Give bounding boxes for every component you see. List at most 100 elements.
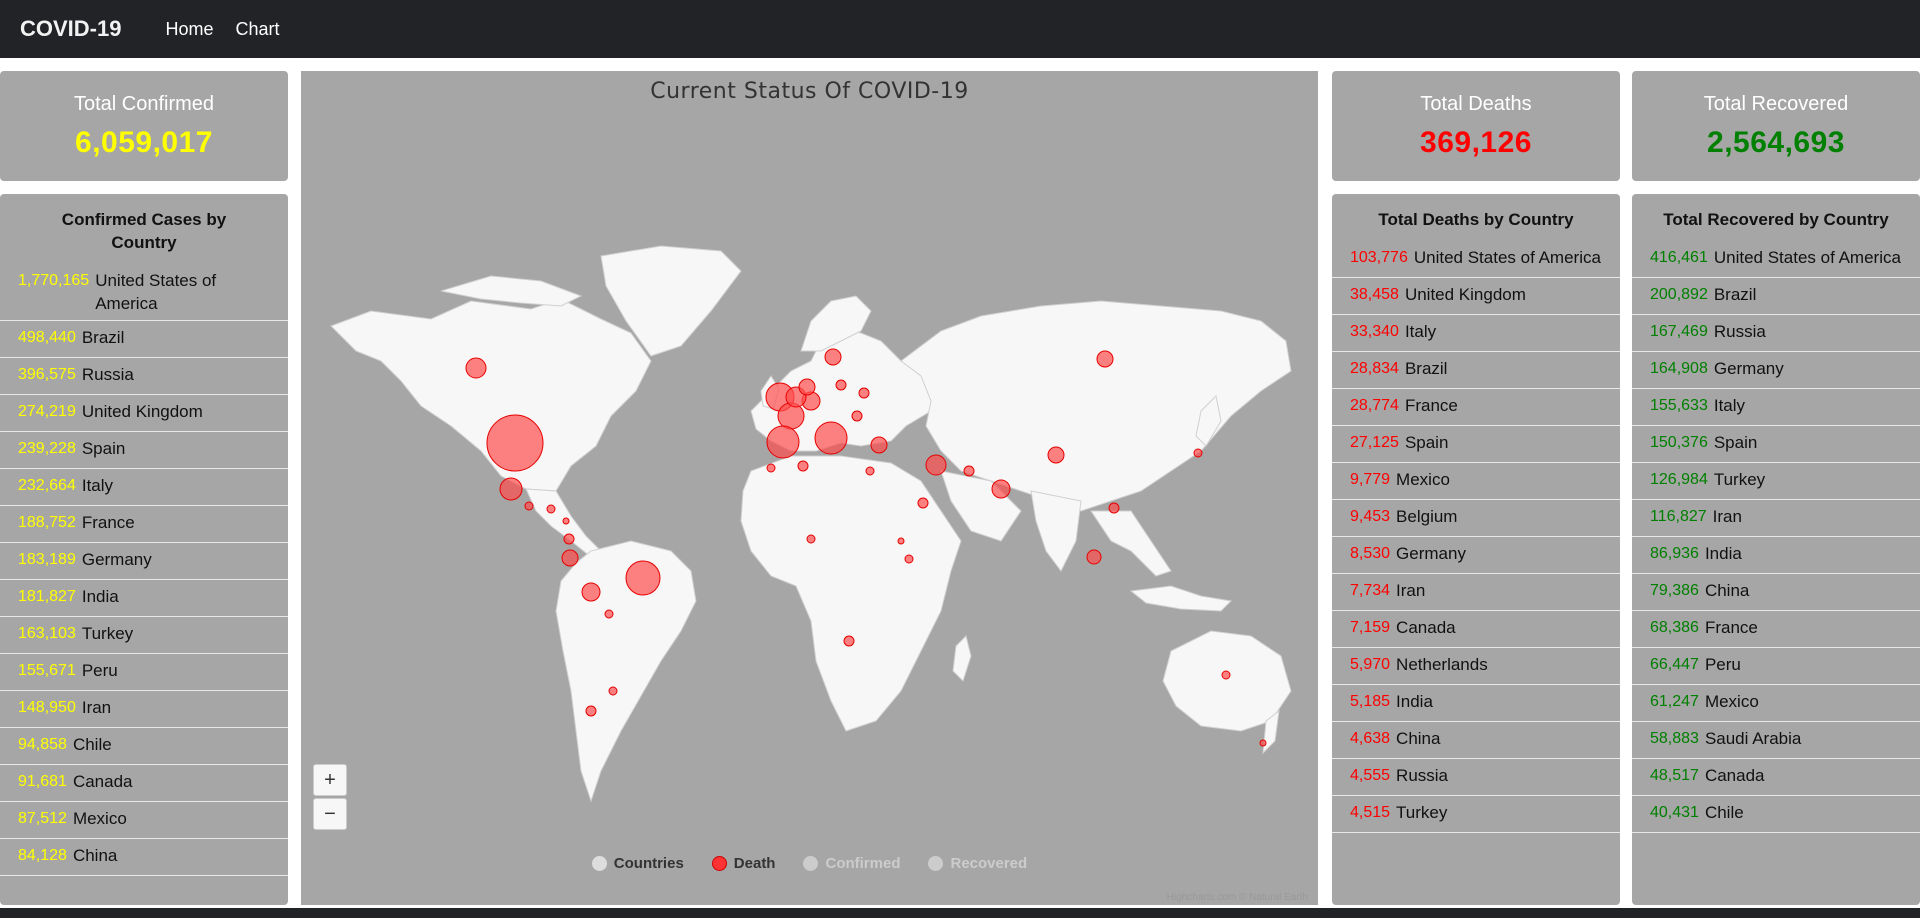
- list-item: 86,936 India: [1632, 537, 1920, 574]
- list-item-value: 4,555: [1350, 767, 1391, 784]
- list-item-country: Italy: [1713, 396, 1746, 415]
- recovered-list: 416,461 United States of America 200,892 Br…: [1632, 241, 1920, 833]
- legend-label-recovered: Recovered: [950, 855, 1028, 872]
- list-item: 155,671 Peru: [0, 654, 288, 691]
- list-item: 58,883 Saudi Arabia: [1632, 722, 1920, 759]
- list-item: 126,984 Turkey: [1632, 463, 1920, 500]
- bubble-philippines: [1108, 502, 1120, 514]
- list-item-country: France: [81, 513, 135, 532]
- bubble-poland: [835, 379, 847, 391]
- list-item-country: India: [1704, 544, 1742, 563]
- nav-link-chart[interactable]: Chart: [235, 18, 280, 39]
- map-credits[interactable]: Highcharts.com © Natural Earth: [1166, 892, 1308, 903]
- legend-item-death[interactable]: Death: [711, 855, 775, 872]
- total-deaths-title: Total Deaths: [1420, 93, 1532, 115]
- legend-item-recovered[interactable]: Recovered: [928, 855, 1027, 872]
- list-item-value: 61,247: [1650, 693, 1699, 710]
- list-item-value: 116,827: [1650, 508, 1707, 525]
- recovered-list-card[interactable]: Total Recovered by Country 416,461 United…: [1632, 194, 1920, 905]
- total-confirmed-title: Total Confirmed: [73, 93, 215, 115]
- list-item-value: 48,517: [1650, 767, 1699, 784]
- bubble-argentina: [608, 686, 618, 696]
- list-item-value: 5,970: [1350, 656, 1391, 673]
- list-item-country: Russia: [81, 365, 134, 384]
- list-item-value: 38,458: [1350, 286, 1399, 303]
- list-item: 7,159 Canada: [1332, 611, 1620, 648]
- list-item: 239,228 Spain: [0, 432, 288, 469]
- confirmed-list-title: Confirmed Cases by Country: [61, 210, 227, 252]
- bubble-caribbean-3: [562, 517, 570, 525]
- list-item: 498,440 Brazil: [0, 321, 288, 358]
- list-item-country: Italy: [1404, 322, 1437, 341]
- list-item-value: 4,515: [1350, 804, 1391, 821]
- bubble-japan: [1193, 448, 1203, 458]
- list-item-value: 126,984: [1650, 471, 1708, 488]
- list-item: 188,752 France: [0, 506, 288, 543]
- bubble-netherlands: [798, 378, 816, 396]
- list-item-value: 86,936: [1650, 545, 1699, 562]
- list-item: 91,681 Canada: [0, 765, 288, 802]
- nav-link-home[interactable]: Home: [165, 18, 214, 39]
- bubble-colombia: [563, 533, 575, 545]
- list-item: 27,125 Spain: [1332, 426, 1620, 463]
- world-map[interactable]: [301, 71, 1318, 905]
- list-item: 183,189 Germany: [0, 543, 288, 580]
- list-item: 38,458 United Kingdom: [1332, 278, 1620, 315]
- list-item-country: Canada: [72, 772, 133, 791]
- legend-item-confirmed[interactable]: Confirmed: [803, 855, 900, 872]
- map-panel[interactable]: Current Status Of COVID-19: [301, 71, 1318, 905]
- list-item-country: Germany: [1396, 544, 1466, 563]
- list-item-country: Canada: [1704, 766, 1765, 785]
- deaths-list-card[interactable]: Total Deaths by Country 103,776 United St…: [1332, 194, 1620, 905]
- brand-logo[interactable]: COVID-19: [20, 16, 122, 41]
- legend-label-confirmed: Confirmed: [825, 855, 901, 872]
- list-item-value: 274,219: [18, 403, 76, 420]
- land-south-america: [555, 540, 697, 803]
- land-scandinavia: [800, 295, 872, 352]
- bubble-nigeria: [806, 534, 816, 544]
- list-item-value: 150,376: [1650, 434, 1708, 451]
- list-item: 200,892 Brazil: [1632, 278, 1920, 315]
- list-item-country: Netherlands: [1396, 655, 1488, 674]
- list-item-value: 167,469: [1650, 323, 1708, 340]
- list-item-value: 5,185: [1350, 693, 1391, 710]
- list-item: 28,774 France: [1332, 389, 1620, 426]
- zoom-out-button[interactable]: −: [313, 798, 347, 830]
- deaths-list-title: Total Deaths by Country: [1378, 210, 1574, 229]
- list-item-country: Brazil: [81, 328, 125, 347]
- map-title: Current Status Of COVID-19: [650, 79, 969, 104]
- list-item-value: 9,453: [1350, 508, 1391, 525]
- zoom-in-button[interactable]: +: [313, 764, 347, 796]
- list-item: 232,664 Italy: [0, 469, 288, 506]
- list-item-country: Peru: [1704, 655, 1741, 674]
- list-item-country: Brazil: [1713, 285, 1757, 304]
- list-item-value: 498,440: [18, 329, 76, 346]
- bubble-bolivia: [604, 609, 614, 619]
- bubble-mexico: [499, 477, 523, 501]
- list-item-country: United States of America: [1413, 248, 1601, 267]
- list-item-value: 87,512: [18, 810, 67, 827]
- bubble-italy: [814, 421, 848, 455]
- list-item-value: 7,734: [1350, 582, 1391, 599]
- list-item-country: Germany: [81, 550, 152, 569]
- confirmed-list-card[interactable]: Confirmed Cases by Country 1,770,165 Unit…: [0, 194, 288, 905]
- list-item-country: Russia: [1396, 766, 1449, 785]
- list-item-value: 163,103: [18, 625, 76, 642]
- bubble-china: [1047, 446, 1065, 464]
- list-item: 33,340 Italy: [1332, 315, 1620, 352]
- list-item-country: Canada: [1396, 618, 1456, 637]
- list-item: 116,827 Iran: [1632, 500, 1920, 537]
- list-item: 9,779 Mexico: [1332, 463, 1620, 500]
- bubble-ecuador: [561, 549, 579, 567]
- land-africa: [740, 455, 962, 732]
- list-item: 7,734 Iran: [1332, 574, 1620, 611]
- list-item-country: Iran: [1396, 581, 1426, 600]
- list-item-value: 8,530: [1350, 545, 1391, 562]
- list-item-country: Iran: [81, 698, 112, 717]
- list-item: 8,530 Germany: [1332, 537, 1620, 574]
- list-item-value: 396,575: [18, 366, 76, 383]
- list-item: 9,453 Belgium: [1332, 500, 1620, 537]
- land-canada-arctic: [440, 275, 583, 307]
- list-item: 103,776 United States of America: [1332, 241, 1620, 278]
- legend-item-countries[interactable]: Countries: [591, 855, 684, 872]
